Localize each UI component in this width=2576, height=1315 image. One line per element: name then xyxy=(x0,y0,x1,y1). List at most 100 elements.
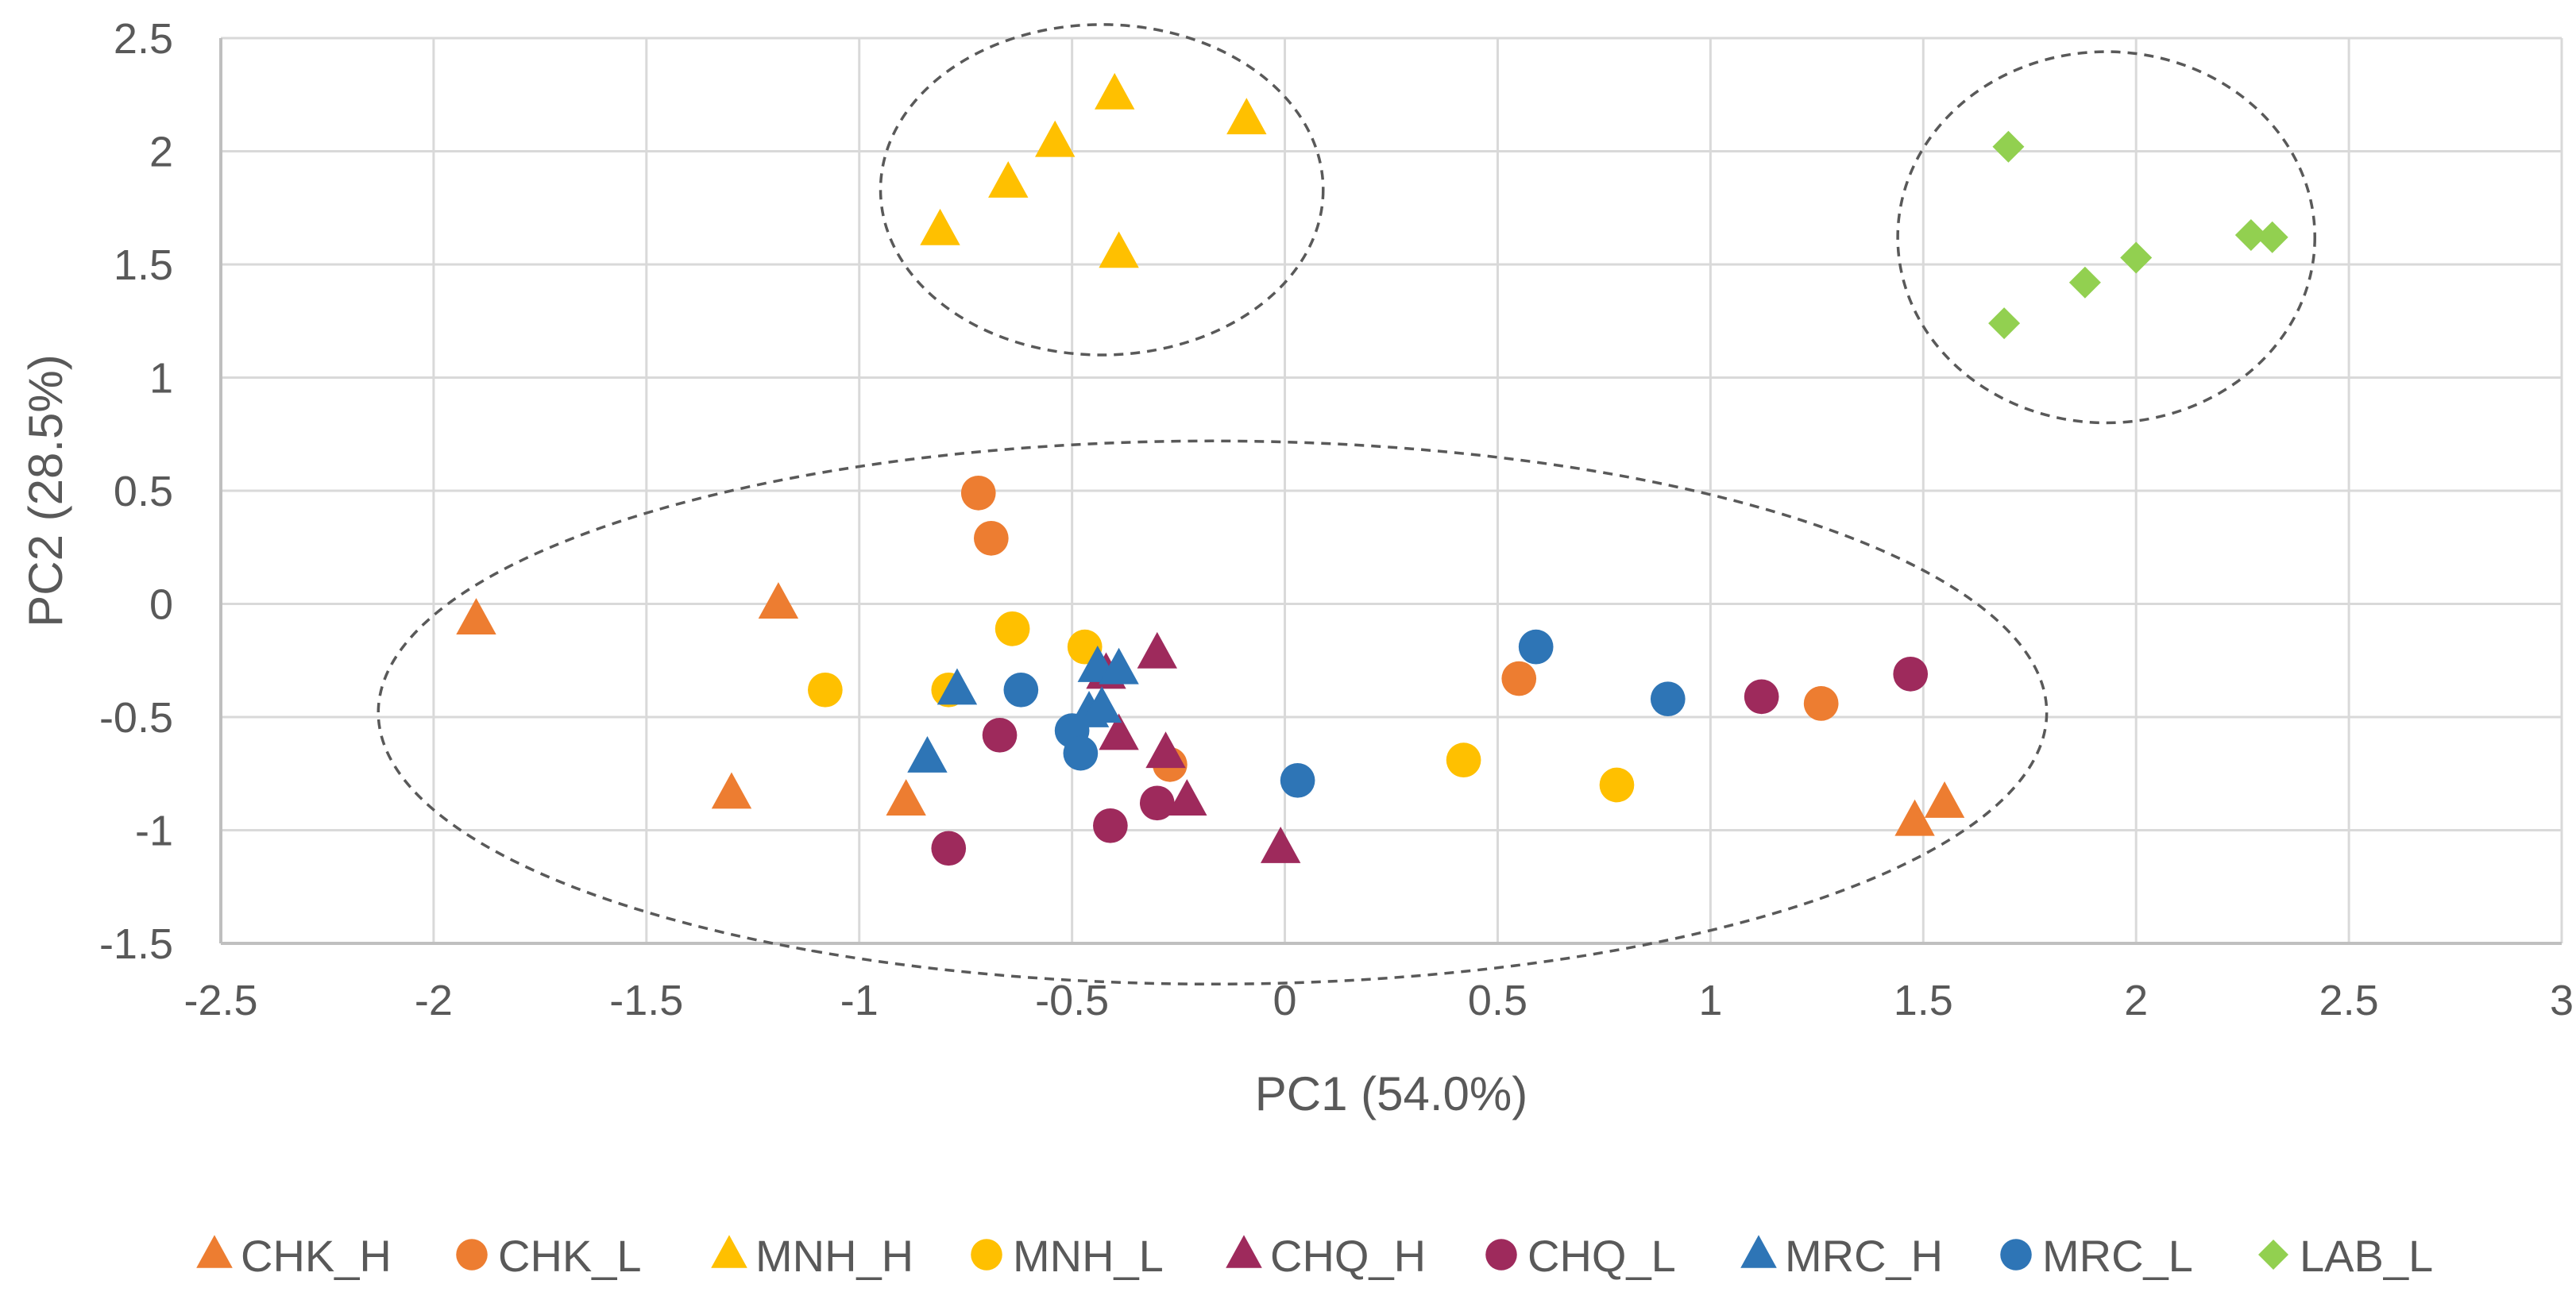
legend-marker-chq-l xyxy=(1485,1239,1517,1271)
point-chq-l xyxy=(1744,679,1779,715)
legend-item-mrc-h: MRC_H xyxy=(1740,1231,1943,1281)
cluster-ellipse xyxy=(377,439,2049,986)
point-chk-h xyxy=(1924,781,1965,818)
cluster-ellipse xyxy=(879,23,1325,357)
legend-label: MRC_H xyxy=(1785,1231,1943,1281)
point-mrc-h xyxy=(907,735,948,773)
point-chk-h xyxy=(1894,799,1935,836)
point-chk-h xyxy=(711,772,752,809)
legend-item-lab-l: LAB_L xyxy=(2258,1231,2433,1281)
cluster-ellipse xyxy=(1896,50,2316,425)
x-tick-label: -2 xyxy=(415,977,453,1024)
legend-item-chk-l: CHK_L xyxy=(456,1231,642,1281)
point-mrc-h xyxy=(1099,647,1139,684)
legend-item-chk-h: CHK_H xyxy=(196,1231,392,1281)
series-chq-l xyxy=(931,657,1929,866)
point-lab-l xyxy=(1992,130,2025,163)
point-lab-l xyxy=(2256,221,2288,253)
y-tick-label: 2.5 xyxy=(114,15,173,63)
point-mrc-h xyxy=(937,668,978,705)
point-chk-l xyxy=(1803,686,1839,721)
point-mnh-h xyxy=(1095,72,1135,110)
legend-marker-chq-h xyxy=(1226,1235,1262,1268)
legend-item-chq-h: CHQ_H xyxy=(1226,1231,1426,1281)
x-tick-labels: -2.5 -2 -1.5 -1 -0.5 0 0.5 1 1.5 2 2.5 3 xyxy=(183,977,2574,1024)
legend-label: CHQ_H xyxy=(1270,1231,1426,1281)
point-mnh-l xyxy=(808,672,843,708)
legend-marker-mnh-h xyxy=(711,1235,747,1268)
point-mnh-h xyxy=(988,161,1029,198)
point-lab-l xyxy=(2120,241,2153,274)
y-tick-label: -1 xyxy=(135,808,173,855)
point-lab-l xyxy=(2234,218,2267,251)
x-tick-label: 0.5 xyxy=(1468,977,1527,1024)
point-chq-l xyxy=(1893,657,1929,692)
gridlines xyxy=(221,37,2563,943)
y-tick-label: 1.5 xyxy=(114,241,173,289)
point-chk-l xyxy=(973,521,1009,556)
x-tick-label: 2 xyxy=(2124,977,2148,1024)
y-tick-label: 0 xyxy=(149,581,173,629)
point-chk-l xyxy=(960,476,996,511)
point-chq-h xyxy=(1145,731,1186,769)
series-mnh-h xyxy=(920,72,1267,268)
point-mnh-h xyxy=(1099,231,1139,268)
point-mnh-h xyxy=(1035,120,1076,157)
legend-label: MRC_L xyxy=(2042,1231,2193,1281)
point-chk-l xyxy=(1501,661,1537,696)
point-chq-l xyxy=(931,831,967,866)
point-chq-l xyxy=(1139,785,1175,821)
legend-label: MNH_H xyxy=(755,1231,913,1281)
point-mnh-h xyxy=(1226,98,1267,135)
y-tick-label: 0.5 xyxy=(114,468,173,515)
x-tick-label: 0 xyxy=(1273,977,1297,1024)
point-mrc-l xyxy=(1063,735,1099,771)
y-tick-label: -1.5 xyxy=(99,920,173,968)
legend-marker-mrc-h xyxy=(1740,1235,1777,1268)
axes xyxy=(219,38,2562,945)
legend-label: CHK_L xyxy=(498,1231,642,1281)
point-lab-l xyxy=(2068,266,2101,299)
legend-label: LAB_L xyxy=(2300,1231,2433,1281)
legend-label: MNH_L xyxy=(1013,1231,1164,1281)
point-chq-h xyxy=(1137,631,1177,669)
series-mnh-l xyxy=(808,611,1635,803)
y-tick-label: 2 xyxy=(149,129,173,176)
x-tick-label: -1 xyxy=(840,977,879,1024)
point-mrc-l xyxy=(1003,672,1039,708)
point-mrc-h xyxy=(1081,686,1122,723)
cluster-ellipses xyxy=(377,23,2316,986)
legend-item-mnh-l: MNH_L xyxy=(971,1231,1164,1281)
x-tick-label: -0.5 xyxy=(1035,977,1109,1024)
series-chk-h xyxy=(456,582,1965,836)
legend-marker-lab-l xyxy=(2258,1240,2288,1270)
x-tick-label: 1 xyxy=(1698,977,1722,1024)
legend-item-mrc-l: MRC_L xyxy=(2000,1231,2193,1281)
point-mnh-h xyxy=(920,208,960,245)
x-axis-title: PC1 (54.0%) xyxy=(1255,1067,1527,1120)
legend-marker-chk-l xyxy=(456,1239,488,1271)
point-chk-h xyxy=(456,598,496,634)
point-chq-l xyxy=(982,717,1018,753)
point-mnh-l xyxy=(994,611,1030,646)
y-tick-label: -0.5 xyxy=(99,694,173,742)
point-chq-h xyxy=(1099,713,1139,750)
legend-item-mnh-h: MNH_H xyxy=(711,1231,913,1281)
point-chk-h xyxy=(886,779,926,816)
point-chk-h xyxy=(758,582,799,619)
series-lab-l xyxy=(1988,130,2288,340)
x-tick-label: 3 xyxy=(2550,977,2574,1024)
y-tick-labels: -1.5 -1 -0.5 0 0.5 1 1.5 2 2.5 xyxy=(99,15,173,968)
legend-label: CHQ_L xyxy=(1527,1231,1676,1281)
legend-label: CHK_H xyxy=(241,1231,392,1281)
x-tick-label: 2.5 xyxy=(2319,977,2379,1024)
point-mnh-l xyxy=(1446,742,1481,777)
point-lab-l xyxy=(1988,307,2021,340)
point-mnh-l xyxy=(1599,767,1635,803)
legend-marker-mnh-l xyxy=(971,1239,1002,1271)
legend-marker-mrc-l xyxy=(2000,1239,2032,1271)
legend-item-chq-l: CHQ_L xyxy=(1485,1231,1676,1281)
legend: CHK_H CHK_L MNH_H MNH_L CHQ_H CHQ_L MRC_H MRC_L… xyxy=(196,1231,2433,1281)
